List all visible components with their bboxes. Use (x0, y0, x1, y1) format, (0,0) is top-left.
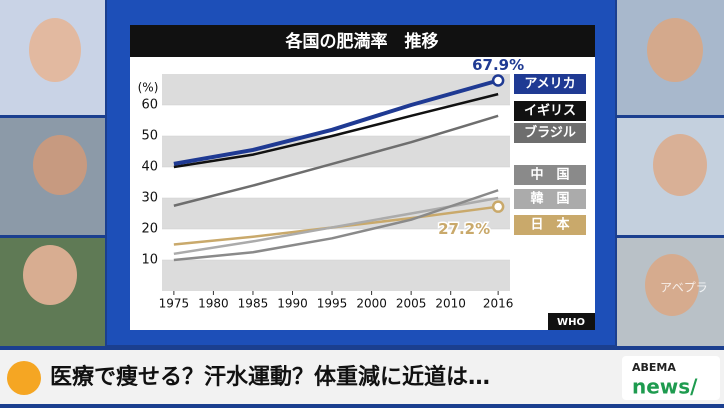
y-tick-label: 10 (141, 253, 158, 268)
legend-swatch (514, 165, 586, 185)
series-line (173, 78, 499, 166)
x-tick-label: 1980 (198, 297, 229, 311)
logo-box (622, 356, 720, 400)
series-line (173, 189, 499, 262)
plot: 10 20 30 40 50 60 1975 1980 1985 1990 1995 2000 2005… (141, 55, 586, 311)
source-box (548, 313, 595, 330)
y-tick-label: 30 (141, 191, 158, 206)
x-tick-label: 1975 (159, 297, 190, 311)
x-tick-label: 2000 (356, 297, 387, 311)
legend-label: 日 本 (530, 217, 569, 233)
legend-label: ブラジル (524, 125, 576, 141)
legend-label: イギリス (524, 103, 576, 119)
legend-label: 中 国 (530, 167, 569, 183)
y-tick-label: 20 (141, 222, 158, 237)
x-tick-label: 1990 (277, 297, 308, 311)
y-axis-label: (%) (138, 81, 159, 95)
value-label: 27.2% (438, 220, 490, 238)
y-tick-label: 40 (141, 160, 158, 175)
end-marker (491, 200, 505, 213)
watermark: アベプラ (660, 281, 708, 295)
y-tick-label: 60 (141, 98, 158, 113)
person (33, 135, 87, 195)
legend-label: アメリカ (524, 77, 575, 92)
legend-swatch (514, 189, 586, 209)
person (653, 134, 707, 196)
source: WHO (557, 317, 585, 328)
x-tick-label: 1995 (317, 297, 348, 311)
legend-swatch (514, 74, 586, 94)
end-marker (491, 74, 505, 87)
series-line (173, 92, 499, 169)
y-tick-label: 50 (141, 129, 158, 144)
x-tick-label: 2010 (435, 297, 466, 311)
title-bar (130, 25, 595, 57)
caption-icon (7, 361, 41, 395)
x-tick-label: 2016 (483, 297, 514, 311)
legend-swatch (514, 101, 586, 121)
person (23, 245, 77, 305)
person (29, 18, 81, 82)
person (647, 18, 703, 82)
series-line (173, 196, 499, 256)
grid-band (162, 260, 510, 291)
logo-brand: ABEMA (632, 361, 676, 374)
person (645, 254, 699, 316)
grid-band (162, 74, 510, 105)
x-tick-label: 1985 (238, 297, 269, 311)
chart-title: 各国の肥満率 推移 (285, 31, 439, 52)
series-line (173, 114, 499, 207)
caption: 医療で痩せる？汗水運動？体重減に近道は… (50, 364, 490, 390)
legend-swatch (514, 123, 586, 143)
logo-channel: news/ (632, 375, 698, 399)
legend-swatch (514, 215, 586, 235)
caption-bar (0, 350, 724, 404)
value-label: 67.9% (472, 56, 524, 74)
legend-label: 韓 国 (530, 191, 569, 207)
x-tick-label: 2005 (396, 297, 427, 311)
